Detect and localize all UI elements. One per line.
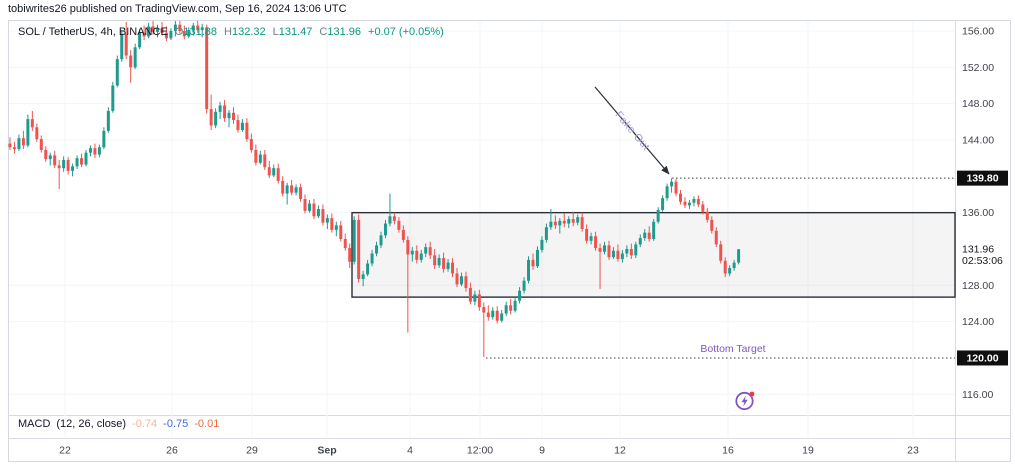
- price-axis-label: 128.00: [962, 280, 994, 292]
- high-label: H: [224, 26, 232, 38]
- macd-legend: MACD (12, 26, close) -0.74 -0.75 -0.01: [18, 418, 225, 430]
- candles-layer: [8, 21, 741, 358]
- price-badge-label: 120.00: [966, 352, 998, 364]
- low-value: 131.47: [278, 26, 313, 38]
- time-axis-label: Sep: [317, 445, 336, 457]
- bottom-target-label[interactable]: Bottom Target: [700, 343, 765, 355]
- publish-attribution: tobiwrites26 published on TradingView.co…: [8, 3, 347, 15]
- macd-value-1: -0.75: [163, 418, 189, 430]
- time-axis-label: 22: [59, 445, 71, 457]
- time-axis-label: 9: [539, 445, 545, 457]
- price-badge: [957, 350, 1008, 366]
- price-axis-label: 136.00: [962, 207, 994, 219]
- price-axis-label: 116.00: [962, 389, 993, 401]
- time-axis-label: 12:00: [467, 445, 493, 457]
- time-axis-label: 19: [802, 445, 814, 457]
- time-axis-label: 12: [614, 445, 626, 457]
- high-value: 132.32: [231, 26, 266, 38]
- current-price-label: 131.96: [962, 243, 994, 255]
- notification-dot: [749, 391, 755, 397]
- close-value: 131.96: [327, 26, 362, 38]
- price-badge-label: 139.80: [966, 173, 998, 185]
- time-axis-label: 16: [722, 445, 734, 457]
- macd-title: MACD: [18, 418, 51, 430]
- time-axis-label: 29: [246, 445, 258, 457]
- price-axis[interactable]: 156.00 152.00 148.00 144.00 136.00 128.00 124.…: [957, 26, 1008, 401]
- price-axis-label: 156.00: [962, 26, 994, 38]
- time-axis-label: 4: [407, 445, 413, 457]
- open-value: 131.88: [183, 26, 218, 38]
- macd-value-2: -0.01: [194, 418, 220, 430]
- flash-icon[interactable]: [733, 389, 757, 413]
- macd-pane-separator[interactable]: [8, 415, 1011, 416]
- open-label: O: [174, 26, 184, 38]
- macd-params: (12, 26, close): [56, 418, 127, 430]
- fakeout-arrow[interactable]: [594, 86, 670, 175]
- price-axis-label: 144.00: [962, 134, 994, 146]
- change-value: +0.07 (+0.05%): [368, 26, 444, 38]
- fakeout-label[interactable]: Fake Out: [613, 109, 653, 153]
- low-label: L: [272, 26, 279, 38]
- symbol-legend: SOL / TetherUS, 4h, BINANCE O131.88 H132.3…: [18, 26, 444, 38]
- chart-widget-frame: [8, 20, 1011, 462]
- time-axis-label: 26: [166, 445, 178, 457]
- price-axis-label: 152.00: [962, 62, 994, 74]
- price-badge: [957, 170, 1008, 186]
- gridlines: [9, 21, 954, 437]
- price-axis-label: 148.00: [962, 98, 994, 110]
- price-axis-label: 124.00: [962, 316, 994, 328]
- bar-countdown-label: 02:53:06: [962, 255, 1003, 267]
- macd-value-0: -0.74: [132, 418, 158, 430]
- symbol-title: SOL / TetherUS, 4h, BINANCE: [18, 26, 168, 38]
- close-label: C: [319, 26, 328, 38]
- time-axis-separator: [8, 438, 1011, 439]
- time-axis-label: 23: [907, 445, 919, 457]
- time-axis[interactable]: 22 26 29 Sep 4 12:00 9 12 16 19 23: [59, 445, 919, 457]
